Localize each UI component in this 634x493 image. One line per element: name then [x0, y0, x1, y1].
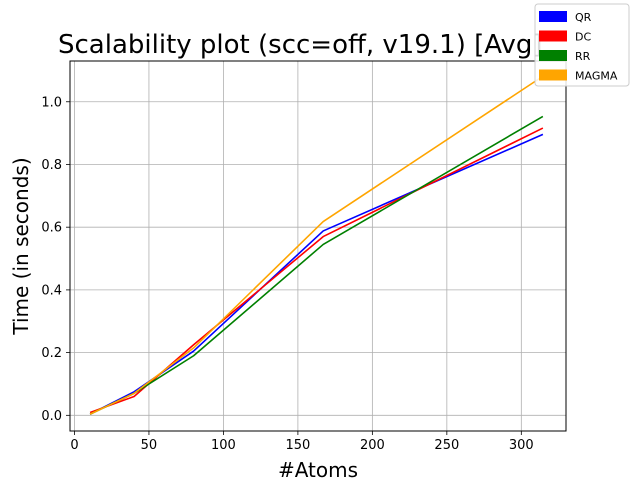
- series-lines: [89, 75, 544, 415]
- legend-swatch-dc: [539, 30, 567, 42]
- series-line-magma: [89, 75, 544, 415]
- x-axis-label: #Atoms: [278, 458, 358, 482]
- legend: QR DC RR MAGMA: [534, 3, 630, 87]
- x-tick-label: 300: [509, 438, 534, 453]
- x-tick-label: 200: [360, 438, 385, 453]
- legend-label-qr: QR: [575, 11, 592, 24]
- x-tick-label: 50: [141, 438, 158, 453]
- legend-items: QR DC RR MAGMA: [539, 11, 618, 83]
- legend-label-dc: DC: [575, 31, 591, 44]
- y-tick-label: 1.0: [41, 95, 62, 110]
- axis-ticks: 0 50 100 150 200 250 300 0.0 0.2 0.4 0.6 0.8 1.0: [41, 95, 533, 453]
- plot-frame: [69, 60, 567, 432]
- y-tick-label: 0.2: [41, 346, 62, 361]
- legend-swatch-magma: [539, 69, 567, 81]
- legend-swatch-rr: [539, 50, 567, 61]
- legend-swatch-qr: [539, 11, 567, 22]
- x-tick-label: 0: [70, 438, 78, 453]
- x-tick-label: 150: [285, 438, 310, 453]
- x-tick-label: 100: [211, 438, 236, 453]
- chart-title: Scalability plot (scc=off, v19.1) [Avg]: [58, 30, 543, 60]
- y-tick-label: 0.8: [41, 158, 62, 173]
- series-line-qr: [89, 133, 544, 415]
- series-line-dc: [89, 127, 544, 414]
- x-tick-label: 250: [434, 438, 459, 453]
- legend-label-magma: MAGMA: [575, 70, 618, 83]
- legend-box: [534, 3, 630, 87]
- y-tick-label: 0.0: [41, 409, 62, 424]
- y-axis-label: Time (in seconds): [9, 157, 33, 335]
- legend-label-rr: RR: [575, 50, 591, 63]
- y-tick-label: 0.4: [41, 283, 62, 298]
- y-tick-label: 0.6: [41, 221, 62, 236]
